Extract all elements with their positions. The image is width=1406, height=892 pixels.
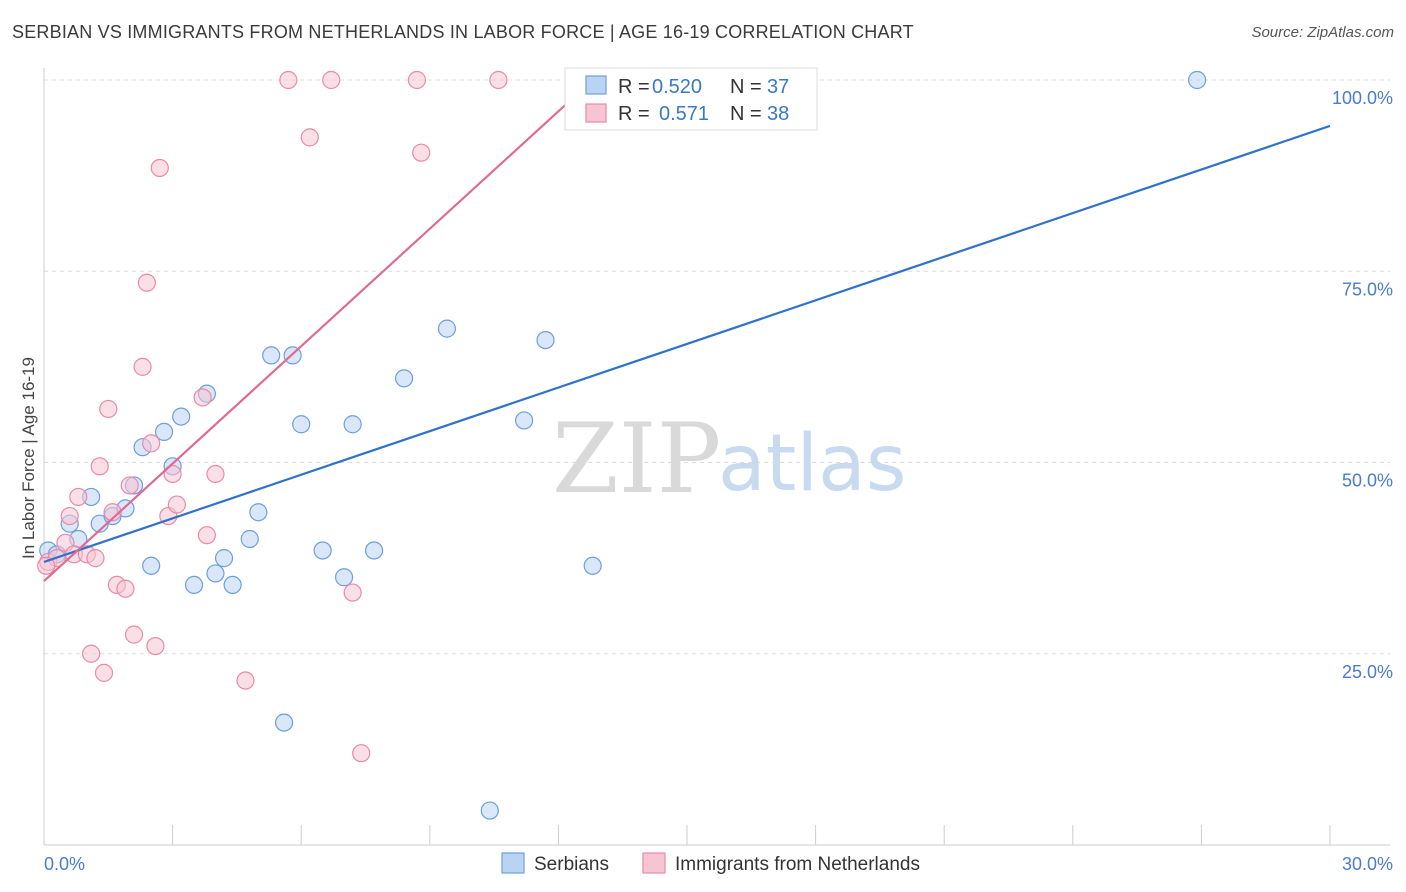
stats-swatch-serbians	[585, 75, 607, 95]
serbians-point-16	[206, 564, 225, 583]
watermark-atlas: atlas	[718, 419, 907, 509]
netherlands-point-9	[90, 457, 109, 476]
watermark-zip: ZIP	[552, 403, 721, 515]
netherlands-point-24	[167, 495, 186, 514]
serbians-point-11	[154, 422, 174, 441]
source-label: Source: ZipAtlas.com	[1251, 24, 1394, 41]
netherlands-point-27	[206, 464, 225, 484]
netherlands-point-19	[142, 434, 161, 453]
serbians-point-18	[223, 575, 242, 595]
y-axis-label: In Labor Force | Age 16-19	[19, 357, 38, 559]
stats-r-value-netherlands: 0.571	[659, 103, 709, 125]
grid-lines	[44, 79, 1390, 655]
serbians-point-28	[364, 541, 384, 560]
netherlands-point-34	[407, 70, 427, 90]
serbians-point-21	[262, 346, 281, 365]
netherlands-point-31	[322, 70, 341, 90]
serbians-point-13	[172, 407, 191, 426]
stats-box-frame	[564, 67, 818, 131]
serbians-point-26	[334, 568, 354, 587]
x-tick-label-min: 0.0%	[44, 854, 85, 874]
serbians-point-36	[1188, 70, 1207, 90]
serbians-point-29	[394, 369, 414, 388]
netherlands-point-5	[69, 487, 88, 507]
serbians-point-19	[240, 529, 259, 549]
serbians-point-30	[437, 319, 457, 338]
stats-r-label-serbians: R =	[618, 76, 650, 98]
netherlands-point-7	[82, 644, 101, 663]
x-tick-label-max: 30.0%	[1342, 854, 1393, 874]
serbians-trend-line	[43, 124, 1331, 563]
stats-n-label-netherlands: N =	[730, 103, 762, 125]
serbians-point-31	[480, 801, 499, 820]
netherlands-point-32	[343, 583, 362, 602]
netherlands-point-3	[60, 506, 79, 526]
legend-swatch-serbians	[501, 852, 525, 874]
serbians-point-10	[142, 556, 161, 575]
netherlands-point-26	[197, 526, 216, 545]
netherlands-point-35	[412, 143, 431, 162]
serbians-point-27	[343, 415, 362, 434]
netherlands-point-20	[146, 636, 165, 656]
chart-title: SERBIAN VS IMMIGRANTS FROM NETHERLANDS I…	[12, 22, 914, 42]
stats-n-label-serbians: N =	[730, 76, 762, 98]
serbians-point-14	[184, 575, 204, 595]
netherlands-point-10	[94, 663, 114, 682]
serbians-point-34	[583, 556, 602, 575]
netherlands-points	[37, 70, 508, 763]
netherlands-point-30	[300, 128, 319, 147]
serbians-point-17	[214, 549, 234, 568]
stats-box: R = 0.520 N = 37 R = 0.571 N = 38	[564, 67, 818, 131]
netherlands-trend-line	[43, 79, 594, 582]
x-ticks	[172, 825, 1331, 845]
netherlands-point-36	[489, 70, 508, 90]
y-tick-label-75: 75.0%	[1342, 279, 1393, 299]
netherlands-point-33	[352, 744, 371, 763]
serbians-point-33	[536, 331, 555, 350]
netherlands-point-29	[279, 70, 298, 90]
serbians-point-25	[313, 541, 332, 560]
netherlands-point-25	[193, 388, 212, 407]
netherlands-point-28	[236, 671, 255, 690]
netherlands-point-23	[163, 464, 182, 484]
serbians-point-24	[292, 415, 311, 434]
y-tick-label-25: 25.0%	[1342, 662, 1393, 682]
stats-swatch-netherlands	[585, 103, 607, 123]
netherlands-point-17	[133, 357, 152, 376]
netherlands-point-8	[86, 549, 105, 568]
netherlands-point-11	[99, 399, 118, 419]
netherlands-point-15	[120, 476, 139, 495]
legend-label-serbians: Serbians	[534, 854, 609, 875]
stats-r-value-serbians: 0.520	[652, 76, 702, 98]
netherlands-point-12	[103, 503, 122, 522]
y-tick-label-100: 100.0%	[1332, 88, 1393, 108]
y-tick-labels: 25.0% 50.0% 75.0% 100.0%	[1332, 88, 1393, 682]
netherlands-point-21	[150, 158, 169, 178]
axes	[43, 68, 1390, 846]
serbians-point-32	[515, 411, 534, 430]
netherlands-point-14	[116, 579, 135, 598]
serbians-point-20	[249, 503, 268, 522]
legend-label-netherlands: Immigrants from Netherlands	[675, 854, 920, 875]
netherlands-point-37	[37, 556, 56, 575]
stats-r-label-netherlands: R =	[618, 103, 650, 125]
netherlands-point-18	[137, 273, 156, 292]
legend: Serbians Immigrants from Netherlands	[501, 852, 920, 875]
watermark: ZIP atlas	[552, 403, 907, 515]
stats-n-value-netherlands: 38	[767, 103, 789, 125]
y-tick-label-50: 50.0%	[1342, 471, 1393, 491]
netherlands-point-16	[124, 625, 144, 644]
serbians-point-22	[274, 713, 294, 732]
legend-swatch-netherlands	[642, 852, 666, 874]
stats-n-value-serbians: 37	[767, 76, 789, 98]
